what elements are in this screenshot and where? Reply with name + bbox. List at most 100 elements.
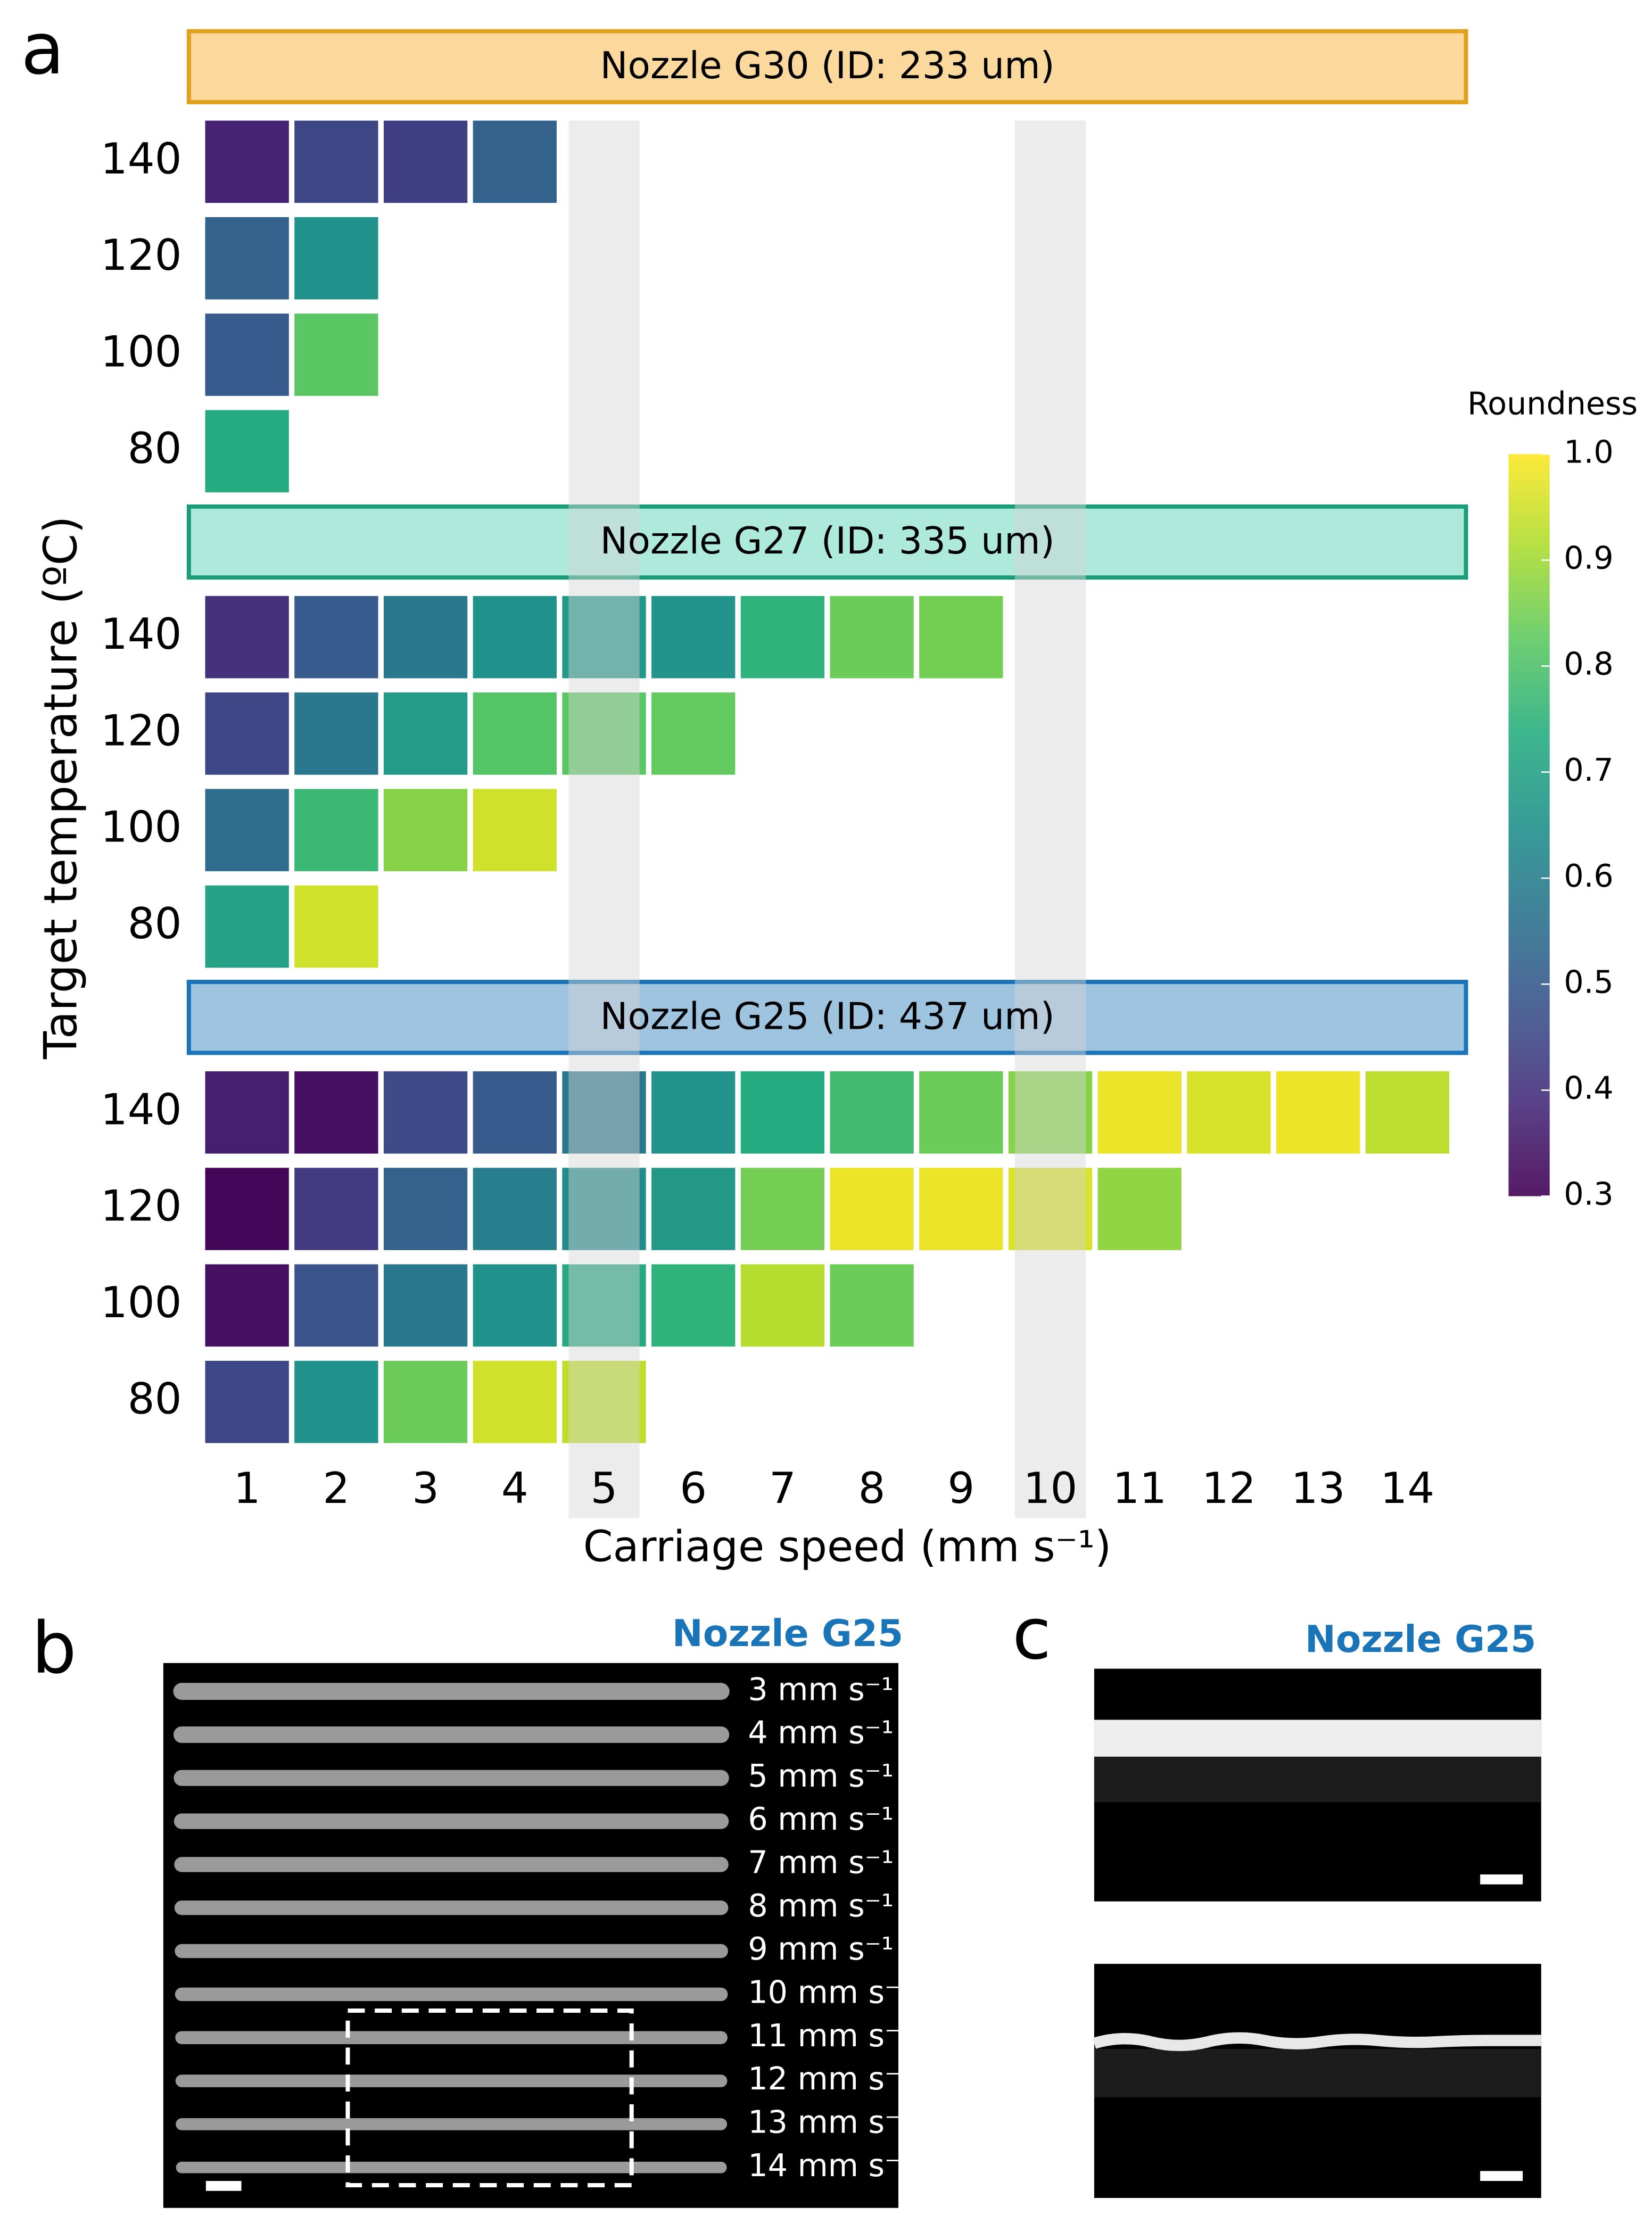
scale-bar (1480, 2171, 1523, 2181)
cell (294, 596, 378, 679)
cell (294, 885, 378, 968)
filament (1094, 1720, 1541, 1757)
cell (740, 1264, 825, 1347)
speed-label: 14 mm s⁻¹ (748, 2147, 913, 2184)
group-header (186, 29, 1468, 104)
x-tick-label: 1 (234, 1464, 261, 1513)
speed-label: 6 mm s⁻¹ (748, 1801, 894, 1837)
group-title: Nozzle G27 (ID: 335 um) (600, 520, 1055, 563)
cell (562, 1071, 646, 1154)
speed-label: 3 mm s⁻¹ (748, 1671, 894, 1707)
group-title: Nozzle G30 (ID: 233 um) (600, 45, 1055, 87)
group-title: Nozzle G25 (ID: 437 um) (600, 995, 1055, 1038)
cell (294, 1360, 378, 1443)
cell (383, 692, 468, 775)
cell (205, 120, 289, 203)
cell (205, 789, 289, 872)
cell (294, 1168, 378, 1250)
cell (294, 313, 378, 396)
micrograph (163, 1663, 898, 2208)
y-axis-label: Target temperature (ºC) (35, 516, 88, 1060)
cell (651, 1168, 736, 1250)
cell (1008, 1168, 1093, 1250)
cell (473, 1071, 557, 1154)
colorbar-tick-label: 0.6 (1564, 858, 1613, 894)
panel-label: b (31, 1607, 77, 1690)
row-label: 120 (101, 706, 182, 755)
speed-label: 9 mm s⁻¹ (748, 1931, 894, 1967)
cell (1097, 1168, 1182, 1250)
scale-bar (1480, 1874, 1523, 1885)
colorbar (1508, 454, 1550, 1196)
cell (205, 1360, 289, 1443)
x-tick-label: 11 (1112, 1464, 1167, 1513)
row-label: 100 (101, 803, 182, 852)
cell (740, 1071, 825, 1154)
filament (1092, 2032, 1541, 2051)
x-tick-label: 10 (1023, 1464, 1078, 1513)
panel-title: Nozzle G25 (672, 1613, 904, 1655)
cell (562, 596, 646, 679)
colorbar-tick-label: 1.0 (1564, 434, 1613, 470)
cell (294, 789, 378, 872)
cell (1187, 1071, 1271, 1154)
x-tick-label: 4 (501, 1464, 528, 1513)
scale-bar (205, 2181, 242, 2191)
colorbar-tick-label: 0.8 (1564, 646, 1613, 682)
colorbar-tick-label: 0.9 (1564, 540, 1613, 576)
row-label: 80 (128, 899, 182, 948)
row-label: 100 (101, 1278, 182, 1327)
cell (830, 596, 914, 679)
cell (562, 1168, 646, 1250)
cell (383, 120, 468, 203)
cell (1276, 1071, 1360, 1154)
row-label: 80 (128, 424, 182, 473)
cell (830, 1264, 914, 1347)
cell (205, 1071, 289, 1154)
cell (383, 596, 468, 679)
cell (383, 1264, 468, 1347)
cell (473, 596, 557, 679)
cell (473, 1360, 557, 1443)
speed-label: 8 mm s⁻¹ (748, 1888, 894, 1924)
x-tick-label: 14 (1380, 1464, 1434, 1513)
cell (205, 596, 289, 679)
colorbar-tick-label: 0.4 (1564, 1070, 1613, 1106)
row-label: 140 (101, 1085, 182, 1134)
cell (830, 1071, 914, 1154)
cell (383, 1168, 468, 1250)
cell (294, 1264, 378, 1347)
cell (919, 1168, 1003, 1250)
x-tick-label: 6 (680, 1464, 707, 1513)
cell (205, 1264, 289, 1347)
cell (651, 596, 736, 679)
cell (473, 789, 557, 872)
cell (919, 1071, 1003, 1154)
cell (294, 1071, 378, 1154)
cell (651, 1264, 736, 1347)
cell (294, 217, 378, 300)
cell (830, 1168, 914, 1250)
cell (651, 692, 736, 775)
speed-label: 11 mm s⁻¹ (748, 2018, 913, 2054)
cell (919, 596, 1003, 679)
colorbar-tick-label: 0.7 (1564, 752, 1613, 788)
row-label: 140 (101, 609, 182, 659)
cell (473, 1264, 557, 1347)
cell (205, 885, 289, 968)
cell (205, 692, 289, 775)
highlight-band (568, 120, 640, 1518)
row-label: 100 (101, 327, 182, 377)
panel-label: a (21, 8, 64, 90)
cell (473, 1168, 557, 1250)
cell (205, 313, 289, 396)
cell (740, 1168, 825, 1250)
x-tick-label: 13 (1291, 1464, 1345, 1513)
cell (562, 692, 646, 775)
speed-label: 7 mm s⁻¹ (748, 1845, 894, 1881)
cell (473, 692, 557, 775)
colorbar-title: Roundness (1467, 386, 1638, 422)
cell (383, 1360, 468, 1443)
cell (1365, 1071, 1450, 1154)
x-tick-label: 8 (858, 1464, 886, 1513)
